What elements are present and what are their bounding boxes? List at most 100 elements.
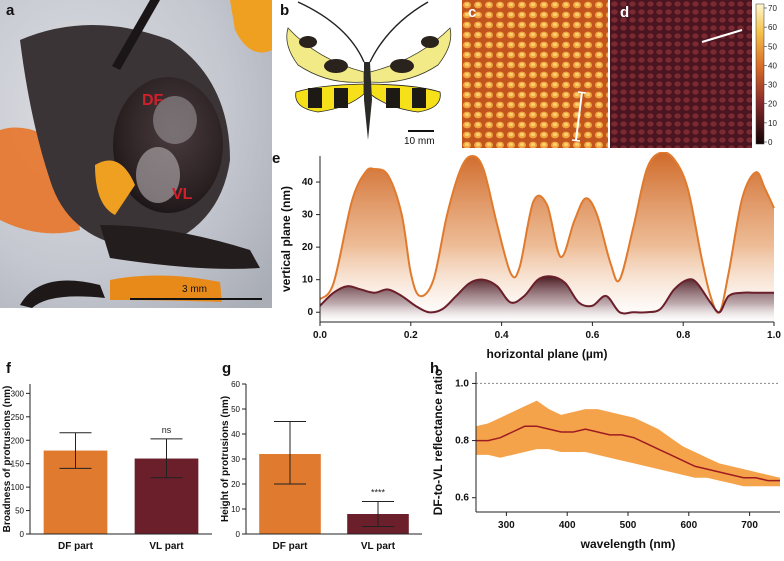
right-antenna — [369, 1, 429, 63]
leg-orange — [110, 275, 222, 302]
x-axis-title: wavelength (nm) — [580, 537, 676, 551]
x-tick-label: 1.0 — [767, 330, 781, 341]
colorbar-tick-label: 30 — [768, 81, 777, 90]
colorbar-tick-label: 50 — [768, 42, 777, 51]
scale-label-b: 10 mm — [404, 136, 435, 147]
colorbar-tick-label: 40 — [768, 61, 777, 70]
scale-label-a: 3 mm — [182, 284, 207, 295]
confidence-band — [476, 400, 780, 487]
hindwing-band — [308, 88, 322, 108]
orange-patch — [95, 160, 135, 215]
x-axis-title: horizontal plane (µm) — [487, 347, 608, 361]
y-tick-label: 300 — [11, 389, 25, 398]
y-tick-label: 0 — [20, 530, 25, 539]
panel-label-f: f — [6, 360, 11, 377]
df-label: DF — [142, 92, 164, 109]
forewing-spot — [324, 59, 348, 73]
panel-label-g: g — [222, 360, 232, 377]
x-tick-label: 700 — [741, 520, 758, 531]
panel-a-photo — [0, 0, 272, 308]
y-axis-title: vertical plane (nm) — [279, 186, 293, 292]
profile-area-vl — [320, 276, 774, 322]
category-label: DF part — [58, 541, 94, 552]
y-axis-title: DF-to-VL reflectance ratio — [431, 369, 445, 515]
y-tick-label: 40 — [302, 177, 314, 188]
chart-h: 300 400 500 600 700 0.6 0.8 1.0 wavelength (nm) D… — [431, 369, 780, 551]
y-tick-label: 0 — [236, 530, 241, 539]
orange-hair-top — [230, 0, 272, 53]
eye-reflection-upper — [153, 96, 197, 144]
category-label: DF part — [273, 541, 309, 552]
colorbar-tick-label: 20 — [768, 100, 777, 109]
hindwing-band — [412, 88, 426, 108]
colorbar-tick-label: 10 — [768, 119, 777, 128]
hindwing-band — [334, 88, 348, 108]
profile-line-df — [319, 152, 775, 315]
colorbar-tick-label: 60 — [768, 23, 777, 32]
x-tick-label: 0.8 — [676, 330, 690, 341]
measure-cap — [577, 91, 587, 94]
eye-reflection-lower — [136, 147, 180, 203]
y-tick-label: 1.0 — [455, 378, 469, 389]
vl-label: VL — [172, 186, 193, 203]
y-tick-label: 100 — [11, 483, 25, 492]
panel-label-c: c — [468, 4, 477, 21]
right-forewing — [369, 27, 452, 83]
y-tick-label: 20 — [302, 242, 314, 253]
measure-line-d — [701, 29, 743, 43]
y-tick-label: 20 — [231, 480, 240, 489]
x-tick-label: 0.2 — [404, 330, 418, 341]
x-tick-label: 0.0 — [313, 330, 327, 341]
significance-annotation: ns — [162, 425, 172, 435]
category-label: VL part — [361, 541, 396, 552]
y-tick-label: 30 — [231, 455, 240, 464]
profile-line-vl — [319, 275, 774, 315]
forewing-spot — [390, 59, 414, 73]
panel-label-b: b — [280, 2, 290, 19]
measure-cap — [571, 139, 581, 142]
y-tick-label: 250 — [11, 413, 25, 422]
chart-e: 0.0 0.2 0.4 0.6 0.8 1.0 0 10 20 30 40 horizontal pl… — [279, 152, 781, 361]
x-tick-label: 0.6 — [585, 330, 599, 341]
butterfly-body — [364, 62, 372, 140]
colorbar-tick-label: 70 — [768, 4, 777, 13]
y-tick-label: 200 — [11, 436, 25, 445]
leg-upper — [100, 225, 260, 269]
x-tick-label: 500 — [620, 520, 637, 531]
x-tick-label: 400 — [559, 520, 576, 531]
hindwing-band — [386, 88, 400, 108]
y-tick-label: 50 — [15, 507, 24, 516]
panel-label-a: a — [6, 2, 15, 19]
y-tick-label: 30 — [302, 210, 314, 221]
y-tick-label: 10 — [302, 275, 314, 286]
x-tick-label: 0.4 — [495, 330, 509, 341]
y-axis-title: Height of protrusions (nm) — [220, 396, 231, 522]
ratio-line — [476, 425, 780, 482]
chart-f: DF part VL part ns 0 50 100 150 200 250 300Broadn… — [2, 384, 212, 552]
panel-b-photo — [278, 0, 458, 150]
panel-label-h: h — [430, 360, 440, 377]
panel-d-afm — [610, 0, 752, 148]
x-tick-label: 600 — [680, 520, 697, 531]
category-label: VL part — [149, 541, 184, 552]
panel-c-afm — [462, 0, 608, 148]
left-antenna — [297, 1, 365, 63]
x-tick-label: 300 — [498, 520, 515, 531]
antenna — [112, 0, 160, 70]
y-tick-label: 10 — [231, 505, 240, 514]
leg-lower — [20, 280, 105, 308]
significance-annotation: **** — [371, 488, 386, 498]
y-tick-label: 0 — [307, 307, 313, 318]
y-axis-title: Broadness of protrusions (nm) — [2, 386, 13, 533]
y-tick-label: 0.8 — [455, 436, 469, 447]
colorbar-tick-label: 0 — [768, 138, 773, 147]
y-tick-label: 60 — [231, 380, 240, 389]
panel-label-e: e — [272, 150, 281, 167]
measure-line-c — [575, 91, 583, 141]
y-tick-label: 150 — [11, 460, 25, 469]
y-tick-label: 50 — [231, 405, 240, 414]
profile-area-df — [320, 152, 774, 322]
panel-label-d: d — [620, 4, 630, 21]
colorbar: 70 60 50 40 30 20 10 0 — [755, 3, 777, 147]
